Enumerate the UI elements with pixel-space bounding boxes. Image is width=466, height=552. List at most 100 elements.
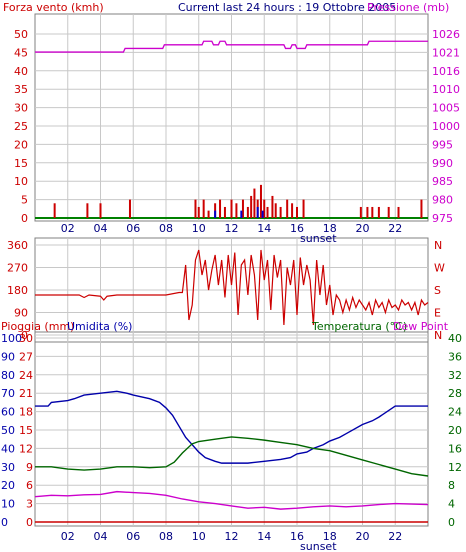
rain-tick-15: 15 [19, 424, 33, 437]
x-tick-label-16: 16 [290, 222, 304, 235]
pressure-tick-990: 990 [432, 157, 453, 170]
rain-tick-24: 24 [19, 369, 33, 382]
wind-tick-10: 10 [14, 175, 28, 188]
temp-tick-24: 24 [448, 406, 462, 419]
x-tick-label-12: 12 [225, 222, 239, 235]
pressure-tick-1010: 1010 [432, 83, 460, 96]
dir-tick-180: 180 [7, 284, 28, 297]
x-tick-label-20: 20 [356, 222, 370, 235]
sunset-label: sunset [300, 540, 337, 552]
temp-tick-40: 40 [448, 332, 462, 345]
dewpoint-line [34, 490, 429, 510]
x-tick-label-02: 02 [61, 222, 75, 235]
wind-tick-50: 50 [14, 28, 28, 41]
pressure-line-group [35, 40, 428, 53]
wind-tick-25: 25 [14, 120, 28, 133]
temp-tick-16: 16 [448, 442, 462, 455]
header-date-title: Current last 24 hours : 19 Ottobre 2005 [178, 1, 396, 14]
x-tick-label-06: 06 [126, 530, 140, 543]
wind-tick-35: 35 [14, 83, 28, 96]
temp-tick-36: 36 [448, 350, 462, 363]
wind-tick-20: 20 [14, 138, 28, 151]
temp-tick-32: 32 [448, 369, 462, 382]
temp-tick-4: 4 [448, 498, 455, 511]
pressure-tick-985: 985 [432, 175, 453, 188]
rain-tick-27: 27 [19, 350, 33, 363]
rain-tick-18: 18 [19, 406, 33, 419]
humidity-tick-10: 10 [1, 498, 15, 511]
x-tick-label-10: 10 [192, 222, 206, 235]
x-tick-label-08: 08 [159, 530, 173, 543]
x-tick-label-22: 22 [388, 222, 402, 235]
pressure-tick-1021: 1021 [432, 46, 460, 59]
rain-tick-9: 9 [26, 461, 33, 474]
pressure-tick-1005: 1005 [432, 102, 460, 115]
pressure-tick-1000: 1000 [432, 120, 460, 133]
direction-line-group [35, 249, 429, 326]
x-tick-label-04: 04 [94, 222, 108, 235]
x-tick-label-12: 12 [225, 530, 239, 543]
rain-axis-label: Pioggia (mm) [1, 320, 74, 333]
x-tick-label-08: 08 [159, 222, 173, 235]
humidity-tick-90: 90 [1, 350, 15, 363]
x-tick-label-18: 18 [323, 530, 337, 543]
axis-labels: 0202040406060808101012121414161618182020… [1, 28, 462, 552]
pressure-line [35, 40, 428, 53]
wind-tick-15: 15 [14, 157, 28, 170]
humidity-tick-20: 20 [1, 479, 15, 492]
header-wind-title: Forza vento (kmh) [3, 1, 104, 14]
pressure-tick-1016: 1016 [432, 65, 460, 78]
temperature-axis-label: Temperatura (°C) [311, 320, 407, 333]
humidity-tick-70: 70 [1, 387, 15, 400]
wind-tick-0: 0 [21, 212, 28, 225]
rain-tick-0: 0 [26, 516, 33, 529]
x-tick-label-18: 18 [323, 222, 337, 235]
humidity-tick-100: 100 [1, 332, 22, 345]
dir-tick-90: 90 [14, 307, 28, 320]
x-tick-label-02: 02 [61, 530, 75, 543]
temp-tick-12: 12 [448, 461, 462, 474]
humidity-line [35, 390, 428, 464]
x-tick-label-20: 20 [356, 530, 370, 543]
dir-tick-270: 270 [7, 262, 28, 275]
dir-tick-360: 360 [7, 239, 28, 252]
pressure-tick-975: 975 [432, 212, 453, 225]
humidity-tick-40: 40 [1, 442, 15, 455]
pressure-tick-995: 995 [432, 138, 453, 151]
temperature-line [35, 436, 429, 477]
grid-lines [35, 14, 428, 526]
humidity-tick-80: 80 [1, 369, 15, 382]
x-tick-label-16: 16 [290, 530, 304, 543]
rain-tick-21: 21 [19, 387, 33, 400]
x-tick-label-22: 22 [388, 530, 402, 543]
compass-letter-1: W [434, 262, 445, 275]
temp-tick-8: 8 [448, 479, 455, 492]
weather-lines-group [34, 390, 429, 523]
humidity-tick-0: 0 [1, 516, 8, 529]
humidity-tick-60: 60 [1, 406, 15, 419]
wind-tick-30: 30 [14, 102, 28, 115]
compass-letter-4: N [434, 329, 442, 342]
temp-tick-0: 0 [448, 516, 455, 529]
humidity-tick-30: 30 [1, 461, 15, 474]
rain-tick-12: 12 [19, 442, 33, 455]
wind-direction-line [35, 249, 429, 326]
dewpoint-axis-label: Dew Point [393, 320, 449, 333]
wind-tick-40: 40 [14, 65, 28, 78]
humidity-tick-50: 50 [1, 424, 15, 437]
x-tick-label-10: 10 [192, 530, 206, 543]
x-tick-label-06: 06 [126, 222, 140, 235]
wind-bars [35, 184, 428, 219]
pressure-tick-1026: 1026 [432, 28, 460, 41]
compass-letter-2: S [434, 284, 441, 297]
humidity-axis-label: Umidita (%) [67, 320, 132, 333]
pressure-tick-980: 980 [432, 194, 453, 207]
sunset-label: sunset [300, 232, 337, 245]
temp-tick-28: 28 [448, 387, 462, 400]
rain-tick-30: 30 [19, 332, 33, 345]
compass-letter-0: N [434, 239, 442, 252]
x-tick-label-14: 14 [257, 530, 271, 543]
compass-letter-3: E [434, 307, 441, 320]
temp-tick-20: 20 [448, 424, 462, 437]
